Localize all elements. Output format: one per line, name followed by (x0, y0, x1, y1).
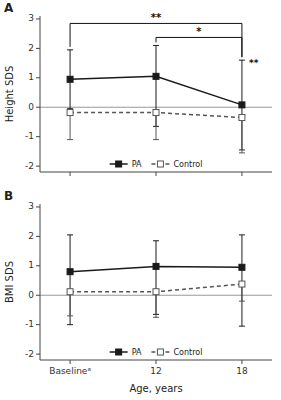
y-tick (36, 324, 40, 325)
y-tick-label: 1 (28, 72, 34, 82)
chart: A-2-10123Height SDS*****PAControlB-2-101… (0, 0, 281, 400)
y-tick-label: -2 (25, 161, 34, 171)
error-bar (67, 113, 73, 140)
marker (239, 102, 245, 108)
legend-item: Control (151, 160, 202, 169)
marker (239, 281, 245, 287)
y-axis (40, 16, 41, 172)
marker (239, 264, 245, 270)
y-tick-label: -2 (25, 349, 34, 359)
y-axis (40, 204, 41, 360)
y-tick (36, 265, 40, 266)
y-tick (36, 107, 40, 108)
x-tick (156, 360, 157, 364)
x-tick (156, 172, 157, 176)
panel-title: A (4, 1, 14, 15)
marker (153, 263, 159, 269)
y-tick-label: 0 (28, 102, 34, 112)
y-axis-label: BMI SDS (4, 261, 15, 303)
y-tick-label: 1 (28, 260, 34, 270)
annotation: ** (151, 12, 162, 23)
legend-item: PA (110, 160, 142, 169)
legend-item: PA (110, 348, 142, 357)
x-tick-label: Baselineᵃ (49, 366, 91, 376)
y-tick-label: -1 (25, 131, 34, 141)
error-bar (239, 118, 245, 153)
marker (67, 110, 73, 116)
legend-label: PA (132, 160, 142, 169)
y-tick (36, 77, 40, 78)
annotation: * (196, 26, 202, 37)
y-tick-label: 0 (28, 290, 34, 300)
marker (153, 289, 159, 295)
legend-label: PA (132, 348, 142, 357)
legend-marker (157, 349, 163, 355)
legend-marker (116, 161, 122, 167)
y-tick (36, 236, 40, 237)
legend-marker (157, 161, 163, 167)
panel-title: B (4, 189, 13, 203)
legend: PA Control (110, 160, 203, 169)
error-bar (153, 45, 159, 126)
y-tick-label: 2 (28, 231, 34, 241)
y-tick (36, 295, 40, 296)
y-tick (36, 48, 40, 49)
error-bar (153, 113, 159, 140)
x-tick (70, 172, 71, 176)
x-tick (241, 360, 242, 364)
x-tick (70, 360, 71, 364)
error-bar (67, 235, 73, 325)
x-axis-label: Age, years (129, 383, 182, 394)
legend-label: Control (173, 160, 202, 169)
y-tick (36, 354, 40, 355)
error-bar (67, 50, 73, 109)
legend-marker (116, 349, 122, 355)
y-tick-label: 2 (28, 43, 34, 53)
marker (67, 289, 73, 295)
y-axis-label: Height SDS (4, 66, 15, 123)
error-bar (153, 292, 159, 318)
significance-bracket (70, 23, 242, 57)
y-tick-label: 3 (28, 201, 34, 211)
plot-data (67, 45, 245, 152)
marker (153, 110, 159, 116)
x-tick-label: 18 (236, 366, 248, 376)
plot-data (67, 235, 245, 326)
error-bar (67, 292, 73, 316)
y-tick (36, 206, 40, 207)
annotation: ** (249, 58, 259, 68)
marker (67, 269, 73, 275)
y-tick (36, 166, 40, 167)
legend-item: Control (151, 348, 202, 357)
error-bar (239, 235, 245, 326)
legend-label: Control (173, 348, 202, 357)
marker (239, 115, 245, 121)
x-tick-label: 12 (150, 366, 161, 376)
panel: B-2-10123Baselineᵃ1218BMI SDSAge, yearsP… (4, 189, 272, 394)
panel: A-2-10123Height SDS*****PAControl (4, 1, 272, 176)
marker (153, 73, 159, 79)
y-tick-label: 3 (28, 13, 34, 23)
significance-bracket (156, 37, 242, 57)
y-tick-label: -1 (25, 319, 34, 329)
marker (67, 76, 73, 82)
y-tick (36, 18, 40, 19)
y-tick (36, 136, 40, 137)
x-tick (241, 172, 242, 176)
legend: PA Control (110, 348, 203, 357)
